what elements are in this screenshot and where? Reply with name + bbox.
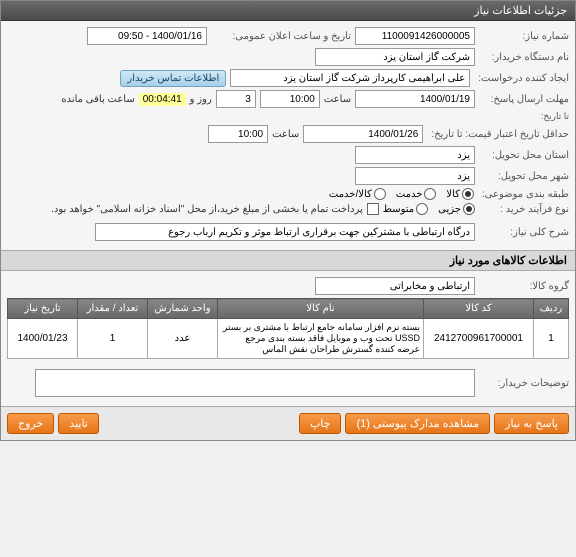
purchase-type-radios: جزیی متوسط [383, 203, 475, 215]
treasury-checkbox[interactable] [367, 203, 379, 215]
cell-date: 1400/01/23 [8, 319, 78, 359]
radio-medium[interactable] [416, 203, 428, 215]
province-field: یزد [355, 146, 475, 164]
col-date: تاریخ نیاز [8, 299, 78, 319]
time-word-2: ساعت [272, 129, 299, 140]
table-row[interactable]: 1 2412700961700001 بسته نرم افزار سامانه… [8, 319, 569, 359]
buyer-notes-label: توضیحات خریدار: [479, 378, 569, 389]
date-word-1: تا تاریخ: [479, 111, 569, 122]
announce-field: 1400/01/16 - 09:50 [87, 27, 207, 45]
cell-name: بسته نرم افزار سامانه جامع ارتباط با مشت… [218, 319, 424, 359]
credit-date-field: 1400/01/26 [303, 125, 423, 143]
main-panel: جزئیات اطلاعات نیاز شماره نیاز: 11000914… [0, 0, 576, 441]
cat-goods-svc-label: کالا/خدمت [329, 189, 372, 200]
col-name: نام کالا [218, 299, 424, 319]
radio-small[interactable] [463, 203, 475, 215]
reply-deadline-label: مهلت ارسال پاسخ: [479, 94, 569, 105]
exit-button[interactable]: خروج [7, 413, 54, 434]
cell-unit: عدد [148, 319, 218, 359]
remain-word: ساعت باقی مانده [61, 94, 134, 105]
col-qty: تعداد / مقدار [78, 299, 148, 319]
footer-bar: پاسخ به نیاز مشاهده مدارک پیوستی (1) چاپ… [1, 406, 575, 440]
radio-goods-service[interactable] [374, 188, 386, 200]
reply-time-field: 10:00 [260, 90, 320, 108]
treasury-note: پرداخت تمام یا بخشی از مبلغ خرید،از محل … [51, 204, 363, 215]
buyer-notes-field [35, 369, 475, 397]
radio-service[interactable] [424, 188, 436, 200]
pt-medium-label: متوسط [383, 204, 414, 215]
attachments-button[interactable]: مشاهده مدارک پیوستی (1) [345, 413, 490, 434]
table-header-row: ردیف کد کالا نام کالا واحد شمارش تعداد /… [8, 299, 569, 319]
city-field: یزد [355, 167, 475, 185]
countdown-timer: 00:04:41 [139, 93, 186, 106]
panel-title: جزئیات اطلاعات نیاز [1, 1, 575, 21]
desc-field: درگاه ارتباطی با مشترکین جهت برقراری ارت… [95, 223, 475, 241]
desc-label: شرح کلی نیاز: [479, 227, 569, 238]
reply-date-field: 1400/01/19 [355, 90, 475, 108]
credit-label: حداقل تاریخ اعتبار قیمت: تا تاریخ: [427, 129, 569, 140]
group-label: گروه کالا: [479, 281, 569, 292]
time-word-1: ساعت [324, 94, 351, 105]
reply-button[interactable]: پاسخ به نیاز [494, 413, 569, 434]
radio-goods[interactable] [462, 188, 474, 200]
cell-code: 2412700961700001 [424, 319, 534, 359]
col-idx: ردیف [534, 299, 569, 319]
col-code: کد کالا [424, 299, 534, 319]
city-label: شهر محل تحویل: [479, 171, 569, 182]
group-field: ارتباطی و مخابراتی [315, 277, 475, 295]
category-label: طبقه بندی موضوعی: [478, 189, 569, 200]
confirm-button[interactable]: تایید [58, 413, 99, 434]
reply-days-field: 3 [216, 90, 256, 108]
items-table: ردیف کد کالا نام کالا واحد شمارش تعداد /… [7, 298, 569, 359]
col-unit: واحد شمارش [148, 299, 218, 319]
creator-field: علی ابراهیمی کارپرداز شرکت گاز استان یزد [230, 69, 470, 87]
contact-button[interactable]: اطلاعات تماس خریدار [120, 70, 226, 87]
purchase-type-label: نوع فرآیند خرید : [479, 204, 569, 215]
category-radios: کالا خدمت کالا/خدمت [329, 188, 474, 200]
cat-svc-label: خدمت [396, 189, 423, 200]
org-label: نام دستگاه خریدار: [479, 52, 569, 63]
cat-goods-label: کالا [446, 189, 460, 200]
pt-small-label: جزیی [438, 204, 461, 215]
need-no-field: 1100091426000005 [355, 27, 475, 45]
creator-label: ایجاد کننده درخواست: [474, 73, 569, 84]
announce-label: تاریخ و ساعت اعلان عمومی: [211, 31, 351, 42]
items-section-header: اطلاعات کالاهای مورد نیاز [1, 250, 575, 271]
form-content: شماره نیاز: 1100091426000005 تاریخ و ساع… [1, 21, 575, 250]
province-label: استان محل تحویل: [479, 150, 569, 161]
credit-time-field: 10:00 [208, 125, 268, 143]
day-word: روز و [190, 94, 212, 105]
need-no-label: شماره نیاز: [479, 31, 569, 42]
org-field: شرکت گاز استان یزد [315, 48, 475, 66]
cell-qty: 1 [78, 319, 148, 359]
print-button[interactable]: چاپ [299, 413, 342, 434]
cell-idx: 1 [534, 319, 569, 359]
